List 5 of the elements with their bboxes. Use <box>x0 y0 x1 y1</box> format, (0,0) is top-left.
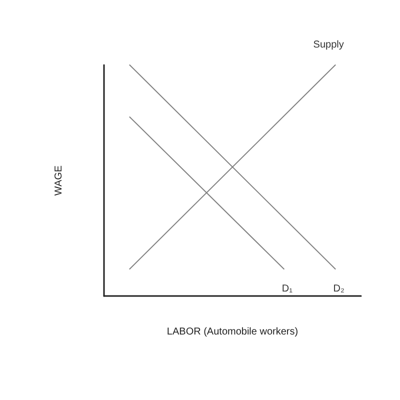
x-axis-title: LABOR (Automobile workers) <box>166 326 298 338</box>
series-label: Supply <box>313 40 344 50</box>
series-label: D₂ <box>333 283 345 294</box>
series-label: D₁ <box>282 283 294 294</box>
y-axis-title: WAGE <box>54 165 64 196</box>
